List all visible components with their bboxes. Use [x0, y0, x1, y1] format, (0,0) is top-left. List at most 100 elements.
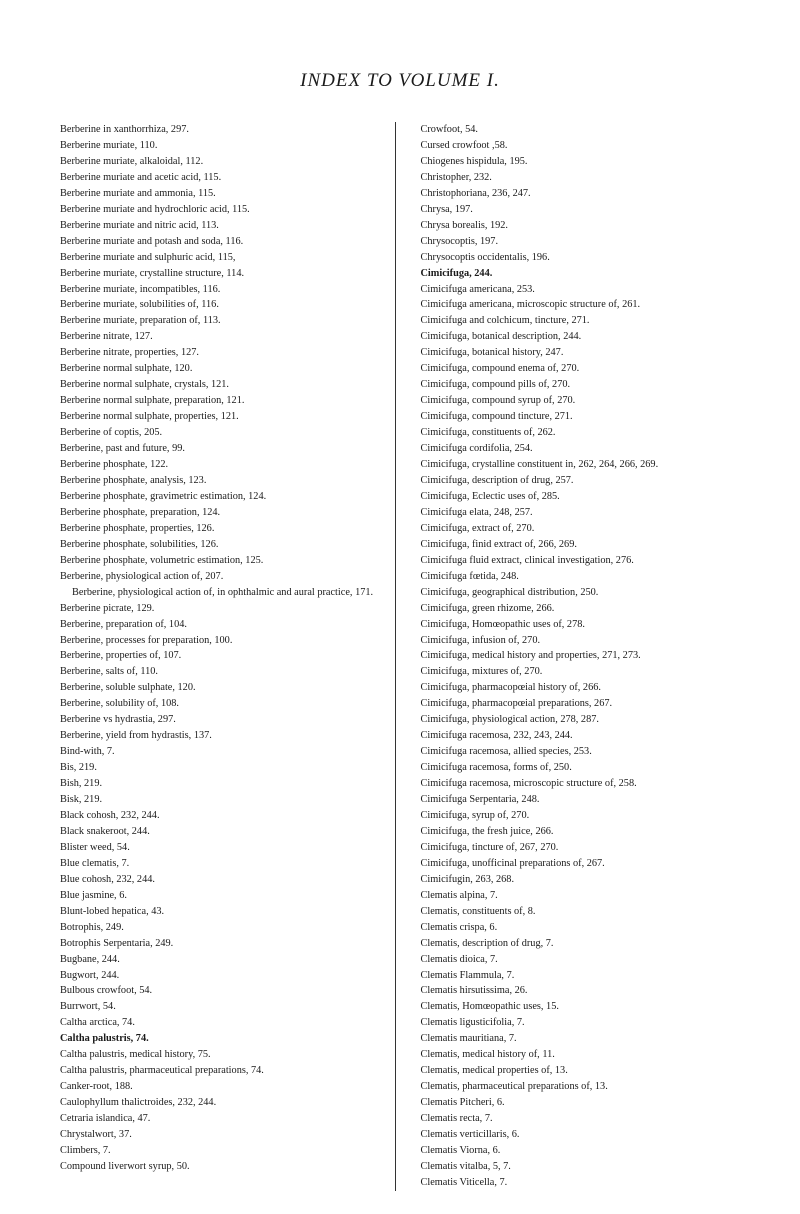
- index-entry: Cimicifuga americana, 253.: [421, 282, 741, 298]
- index-entry: Cimicifuga, botanical history, 247.: [421, 345, 741, 361]
- index-entry: Berberine muriate, preparation of, 113.: [60, 313, 380, 329]
- index-entry: Cimicifuga and colchicum, tincture, 271.: [421, 313, 741, 329]
- index-entry: Berberine nitrate, 127.: [60, 329, 380, 345]
- index-entry: Black snakeroot, 244.: [60, 824, 380, 840]
- index-entry: Blue cohosh, 232, 244.: [60, 872, 380, 888]
- index-entry: Cursed crowfoot ,58.: [421, 138, 741, 154]
- index-entry: Bugbane, 244.: [60, 952, 380, 968]
- index-entry: Berberine in xanthorrhiza, 297.: [60, 122, 380, 138]
- index-entry: Caltha palustris, medical history, 75.: [60, 1047, 380, 1063]
- index-entry: Crowfoot, 54.: [421, 122, 741, 138]
- index-entry: Cimicifuga, syrup of, 270.: [421, 808, 741, 824]
- index-entry: Clematis dioica, 7.: [421, 952, 741, 968]
- index-entry: Berberine phosphate, preparation, 124.: [60, 505, 380, 521]
- left-column: Berberine in xanthorrhiza, 297.Berberine…: [60, 122, 396, 1191]
- index-entry: Cimicifuga, the fresh juice, 266.: [421, 824, 741, 840]
- index-entry: Cimicifuga, compound tincture, 271.: [421, 409, 741, 425]
- index-entry: Clematis Pitcheri, 6.: [421, 1095, 741, 1111]
- index-entry: Clematis hirsutissima, 26.: [421, 983, 741, 999]
- index-entry: Cimicifuga, compound enema of, 270.: [421, 361, 741, 377]
- index-entry: Cimicifuga, unofficinal preparations of,…: [421, 856, 741, 872]
- index-entry: Berberine phosphate, gravimetric estimat…: [60, 489, 380, 505]
- index-entry: Bisk, 219.: [60, 792, 380, 808]
- index-entry: Berberine normal sulphate, 120.: [60, 361, 380, 377]
- index-entry: Clematis recta, 7.: [421, 1111, 741, 1127]
- index-entry: Blue clematis, 7.: [60, 856, 380, 872]
- index-entry: Blunt-lobed hepatica, 43.: [60, 904, 380, 920]
- index-entry: Cimicifuga racemosa, forms of, 250.: [421, 760, 741, 776]
- index-entry: Clematis, medical history of, 11.: [421, 1047, 741, 1063]
- index-entry: Chrysa, 197.: [421, 202, 741, 218]
- index-entry: Berberine, physiological action of, 207.: [60, 569, 380, 585]
- index-entry: Berberine muriate, 110.: [60, 138, 380, 154]
- index-entry: Berberine vs hydrastia, 297.: [60, 712, 380, 728]
- index-entry: Bulbous crowfoot, 54.: [60, 983, 380, 999]
- index-entry: Cimicifuga, pharmacopœial history of, 26…: [421, 680, 741, 696]
- index-entry: Berberine phosphate, properties, 126.: [60, 521, 380, 537]
- index-entry: Botrophis, 249.: [60, 920, 380, 936]
- index-entry: Berberine muriate, solubilities of, 116.: [60, 297, 380, 313]
- index-entry: Cimicifuga, Homœopathic uses of, 278.: [421, 617, 741, 633]
- index-entry: Cimicifuga racemosa, microscopic structu…: [421, 776, 741, 792]
- index-entry: Berberine phosphate, analysis, 123.: [60, 473, 380, 489]
- index-entry: Berberine, solubility of, 108.: [60, 696, 380, 712]
- index-entry: Cimicifuga, mixtures of, 270.: [421, 664, 741, 680]
- index-entry: Cimicifuga, green rhizome, 266.: [421, 601, 741, 617]
- index-entry: Berberine picrate, 129.: [60, 601, 380, 617]
- index-entry: Clematis vitalba, 5, 7.: [421, 1159, 741, 1175]
- index-entry: Cimicifuga, crystalline constituent in, …: [421, 457, 741, 473]
- index-entry: Cimicifuga, finid extract of, 266, 269.: [421, 537, 741, 553]
- index-entry: Blue jasmine, 6.: [60, 888, 380, 904]
- index-entry: Caulophyllum thalictroides, 232, 244.: [60, 1095, 380, 1111]
- index-entry: Berberine muriate and acetic acid, 115.: [60, 170, 380, 186]
- index-entry: Clematis alpina, 7.: [421, 888, 741, 904]
- index-entry: Black cohosh, 232, 244.: [60, 808, 380, 824]
- index-entry: Cimicifuga, tincture of, 267, 270.: [421, 840, 741, 856]
- index-entry: Cimicifuga, Eclectic uses of, 285.: [421, 489, 741, 505]
- index-entry: Cimicifugin, 263, 268.: [421, 872, 741, 888]
- index-entry: Clematis verticillaris, 6.: [421, 1127, 741, 1143]
- index-entry: Clematis, medical properties of, 13.: [421, 1063, 741, 1079]
- index-entry: Berberine of coptis, 205.: [60, 425, 380, 441]
- index-entry: Cimicifuga fluid extract, clinical inves…: [421, 553, 741, 569]
- index-entry: Cimicifuga, physiological action, 278, 2…: [421, 712, 741, 728]
- index-entry: Blister weed, 54.: [60, 840, 380, 856]
- index-entry: Clematis, constituents of, 8.: [421, 904, 741, 920]
- index-entry: Clematis Flammula, 7.: [421, 968, 741, 984]
- index-entry: Berberine muriate and potash and soda, 1…: [60, 234, 380, 250]
- index-entry: Berberine, properties of, 107.: [60, 648, 380, 664]
- index-entry: Cimicifuga cordifolia, 254.: [421, 441, 741, 457]
- index-entry: Berberine, past and future, 99.: [60, 441, 380, 457]
- index-entry: Berberine muriate and hydrochloric acid,…: [60, 202, 380, 218]
- index-entry: Chrysocoptis occidentalis, 196.: [421, 250, 741, 266]
- index-entry: Cimicifuga fœtida, 248.: [421, 569, 741, 585]
- index-entry: Bish, 219.: [60, 776, 380, 792]
- index-entry: Berberine normal sulphate, crystals, 121…: [60, 377, 380, 393]
- index-entry: Berberine phosphate, 122.: [60, 457, 380, 473]
- index-entry: Berberine muriate, incompatibles, 116.: [60, 282, 380, 298]
- index-entry: Berberine muriate and nitric acid, 113.: [60, 218, 380, 234]
- index-entry: Berberine, salts of, 110.: [60, 664, 380, 680]
- index-entry: Canker-root, 188.: [60, 1079, 380, 1095]
- index-entry: Cimicifuga americana, microscopic struct…: [421, 297, 741, 313]
- index-entry: Berberine phosphate, volumetric estimati…: [60, 553, 380, 569]
- index-entry: Cimicifuga racemosa, allied species, 253…: [421, 744, 741, 760]
- index-entry: Cimicifuga, pharmacopœial preparations, …: [421, 696, 741, 712]
- index-entry: Clematis mauritiana, 7.: [421, 1031, 741, 1047]
- index-entry: Berberine normal sulphate, preparation, …: [60, 393, 380, 409]
- index-entry: Chrystalwort, 37.: [60, 1127, 380, 1143]
- index-entry: Cimicifuga, infusion of, 270.: [421, 633, 741, 649]
- index-entry: Berberine normal sulphate, properties, 1…: [60, 409, 380, 425]
- index-entry: Cimicifuga, description of drug, 257.: [421, 473, 741, 489]
- index-entry: Clematis ligusticifolia, 7.: [421, 1015, 741, 1031]
- index-entry: Cimicifuga Serpentaria, 248.: [421, 792, 741, 808]
- index-entry: Cetraria islandica, 47.: [60, 1111, 380, 1127]
- index-entry: Bugwort, 244.: [60, 968, 380, 984]
- index-entry: Caltha palustris, pharmaceutical prepara…: [60, 1063, 380, 1079]
- index-entry: Berberine muriate, alkaloidal, 112.: [60, 154, 380, 170]
- index-entry: Berberine muriate and sulphuric acid, 11…: [60, 250, 380, 266]
- index-entry: Christopher, 232.: [421, 170, 741, 186]
- index-entry: Berberine muriate and ammonia, 115.: [60, 186, 380, 202]
- index-entry: Berberine nitrate, properties, 127.: [60, 345, 380, 361]
- index-entry: Cimicifuga elata, 248, 257.: [421, 505, 741, 521]
